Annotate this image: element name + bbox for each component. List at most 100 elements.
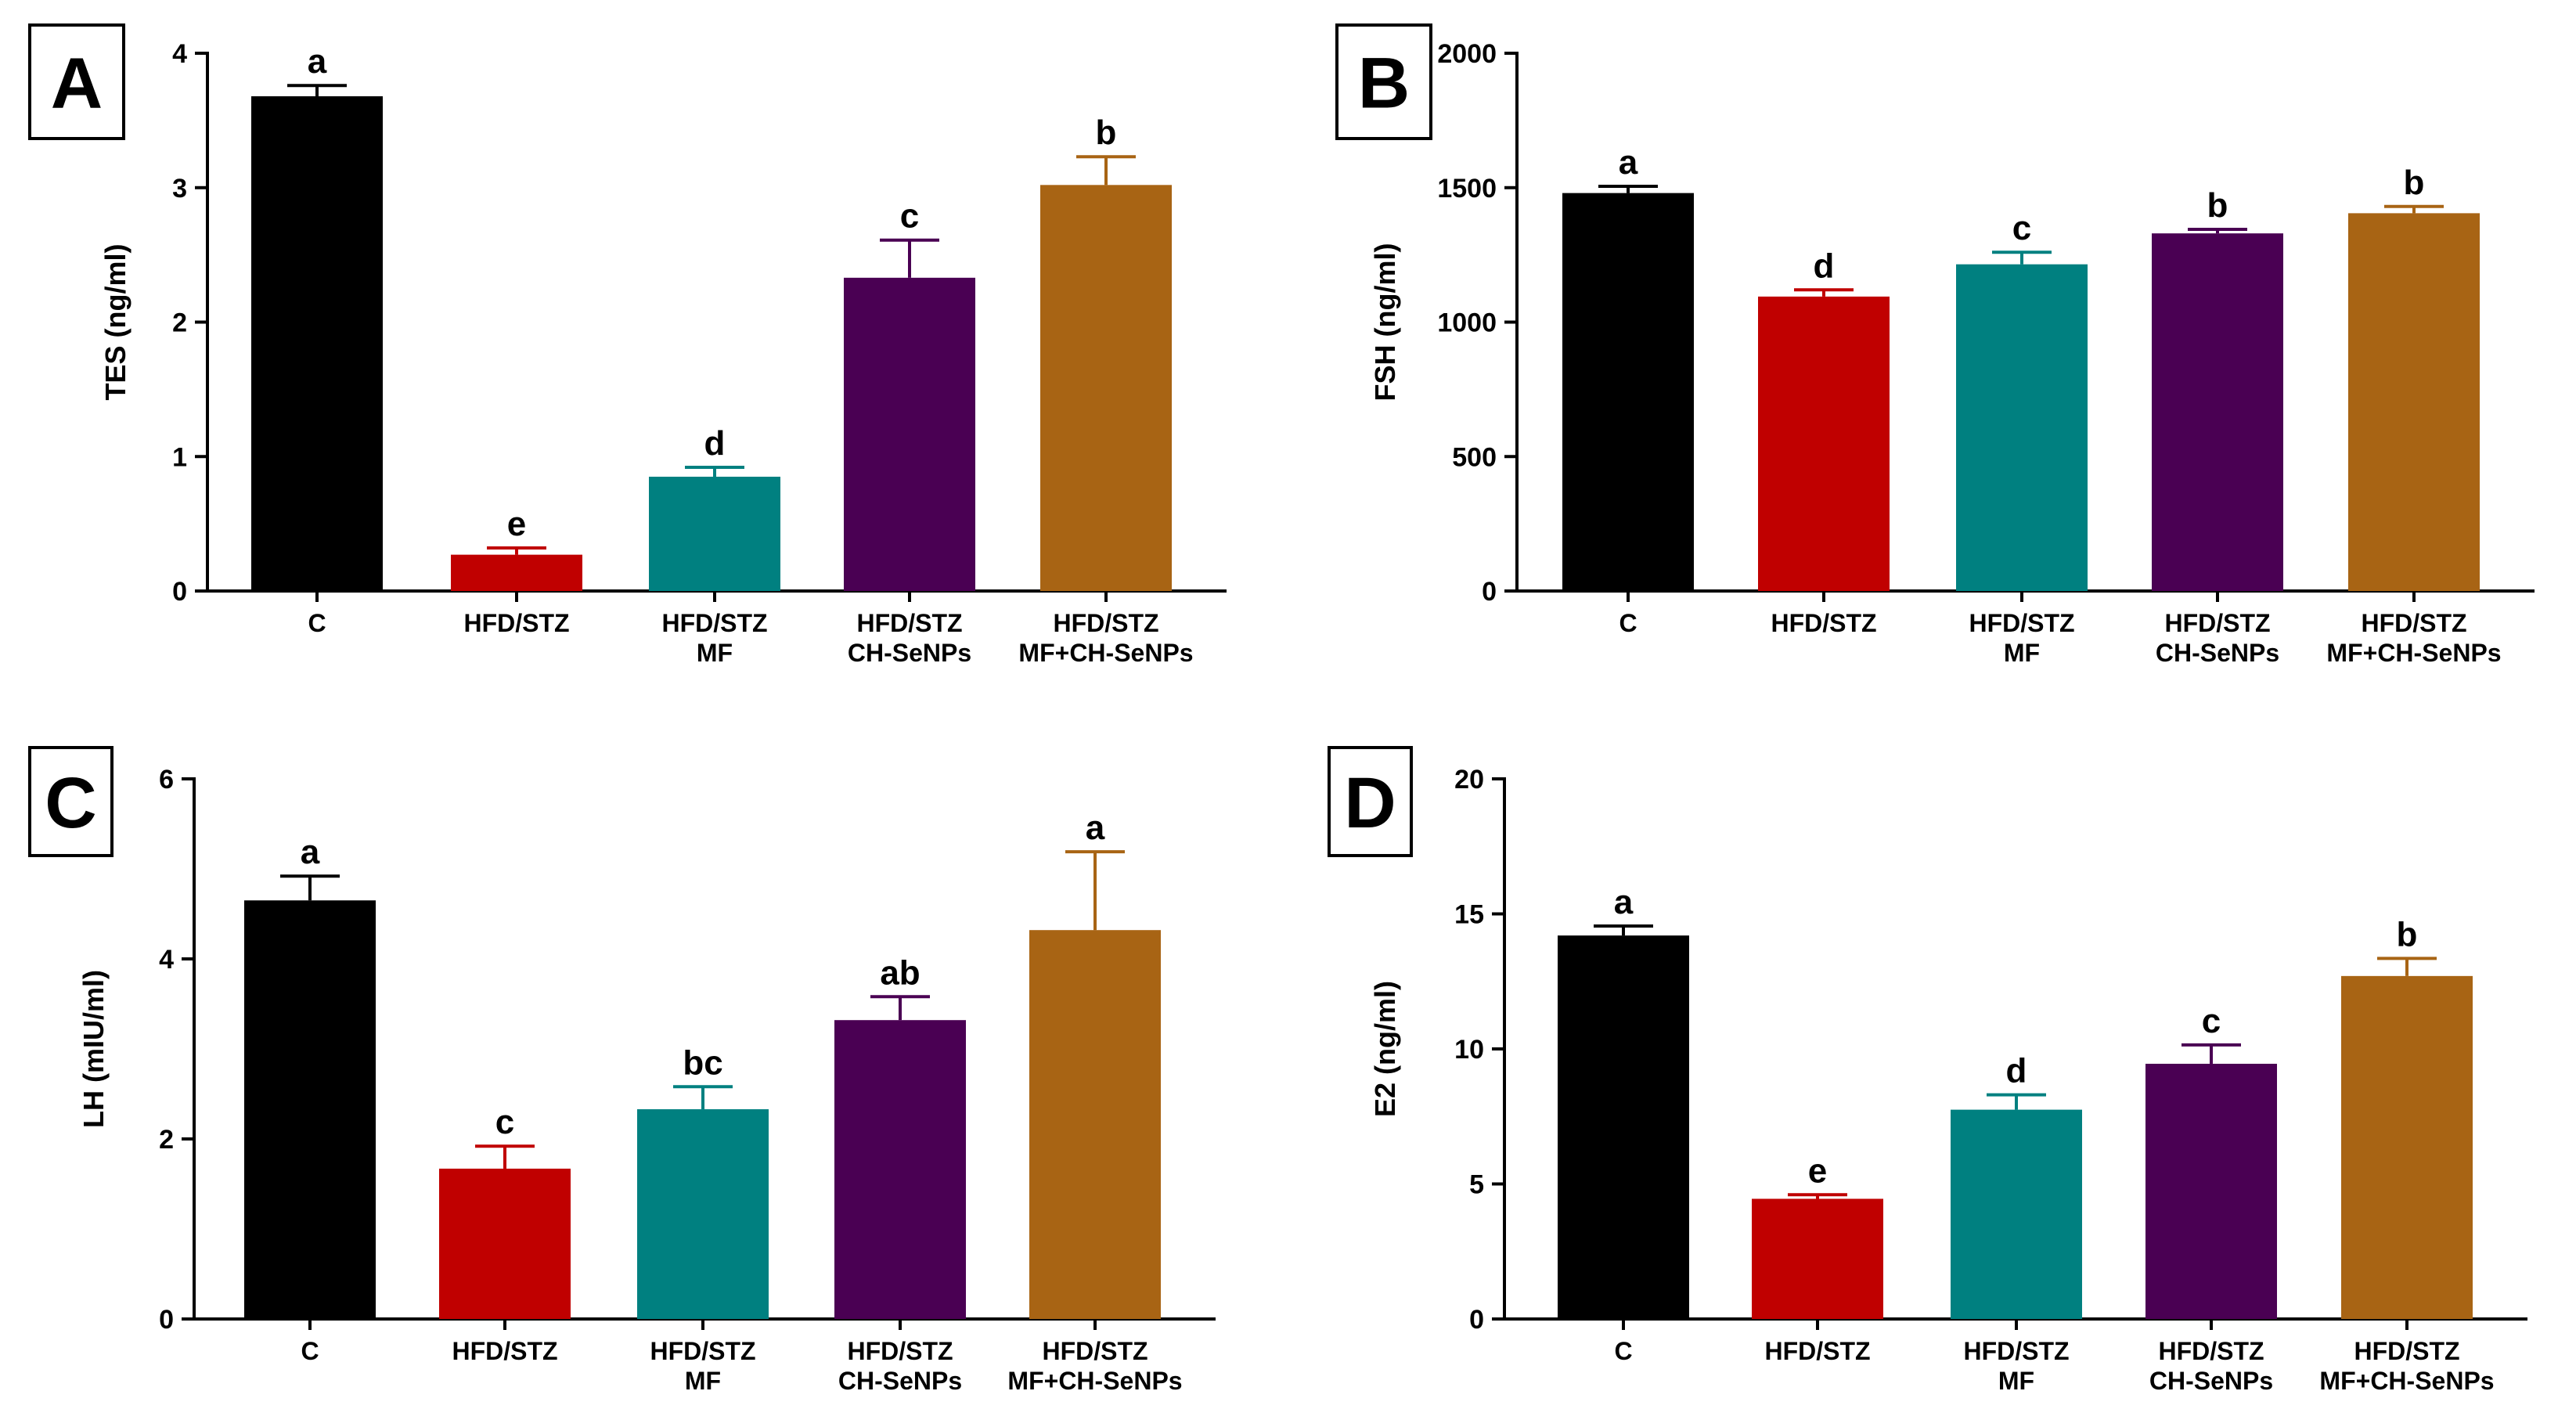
significance-label: c — [495, 1103, 514, 1141]
significance-label: c — [2202, 1002, 2221, 1040]
bar — [2152, 233, 2283, 591]
y-tick-label: 1 — [172, 442, 187, 472]
bar — [1752, 1198, 1883, 1319]
bar — [2348, 213, 2480, 591]
bar — [439, 1168, 571, 1319]
panel-letter: A — [51, 44, 103, 124]
panel-letter: B — [1358, 44, 1410, 124]
y-tick-label: 2 — [159, 1125, 174, 1155]
significance-label: c — [900, 197, 919, 236]
x-tick-label: C — [1614, 1337, 1632, 1365]
x-tick-label: HFD/STZ — [1053, 609, 1158, 637]
significance-label: d — [704, 424, 726, 463]
x-tick-label: C — [1619, 609, 1637, 637]
bar — [637, 1109, 769, 1319]
panel-letter: D — [1344, 763, 1396, 843]
x-tick-label: MF+CH-SeNPs — [1007, 1367, 1182, 1395]
x-tick-label: HFD/STZ — [661, 609, 767, 637]
bar — [251, 95, 383, 591]
significance-label: a — [308, 42, 327, 81]
x-tick-label: HFD/STZ — [452, 1337, 557, 1365]
panel-label-box — [1335, 23, 1432, 140]
significance-label: b — [2397, 915, 2418, 953]
x-tick-label: HFD/STZ — [1771, 609, 1876, 637]
y-tick-label: 15 — [1454, 900, 1484, 930]
x-tick-label: HFD/STZ — [650, 1337, 755, 1365]
y-axis-title: TES (ng/ml) — [99, 244, 132, 401]
x-tick-label: MF — [685, 1367, 721, 1395]
y-tick-label: 2000 — [1437, 39, 1497, 69]
y-tick-label: 3 — [172, 174, 187, 204]
y-axis-title: E2 (ng/ml) — [1369, 981, 1401, 1117]
significance-label: b — [2404, 164, 2425, 202]
y-tick-label: 1500 — [1437, 174, 1497, 204]
bar — [1558, 935, 1689, 1319]
x-tick-label: HFD/STZ — [463, 609, 569, 637]
x-tick-label: C — [308, 609, 326, 637]
y-tick-label: 2 — [172, 308, 187, 338]
y-tick-label: 1000 — [1437, 308, 1497, 338]
chart-panel-b: B 0 500 1000 1500 2000 FSH (ng/ml) a Cd HFD/STZ c H… — [1335, 23, 2535, 667]
bar — [2341, 975, 2473, 1319]
x-tick-label: MF — [2004, 639, 2040, 667]
bar — [451, 554, 582, 591]
bar — [1040, 185, 1172, 591]
significance-label: b — [2207, 186, 2228, 225]
significance-label: d — [2006, 1052, 2027, 1090]
y-tick-label: 10 — [1454, 1035, 1484, 1065]
bar — [1956, 264, 2088, 591]
bar — [1029, 930, 1161, 1319]
x-tick-label: MF — [1998, 1367, 2034, 1395]
y-tick-label: 4 — [159, 945, 174, 975]
bar — [1562, 193, 1694, 591]
y-tick-label: 500 — [1452, 442, 1497, 472]
y-tick-label: 6 — [159, 765, 174, 795]
bar — [244, 900, 376, 1319]
x-tick-label: MF+CH-SeNPs — [2319, 1367, 2494, 1395]
significance-label: e — [507, 505, 526, 543]
significance-label: a — [1086, 809, 1105, 847]
bar — [834, 1020, 966, 1319]
x-tick-label: HFD/STZ — [2361, 609, 2466, 637]
x-tick-label: HFD/STZ — [856, 609, 962, 637]
x-tick-label: HFD/STZ — [1042, 1337, 1147, 1365]
x-tick-label: MF — [697, 639, 733, 667]
panel-label-box — [1328, 746, 1413, 857]
panel-letter: C — [45, 763, 96, 843]
x-tick-label: HFD/STZ — [847, 1337, 953, 1365]
bar — [2145, 1063, 2277, 1319]
x-tick-label: C — [301, 1337, 319, 1365]
significance-label: b — [1096, 114, 1117, 152]
y-tick-label: 0 — [172, 577, 187, 607]
x-tick-label: MF+CH-SeNPs — [2326, 639, 2501, 667]
bar — [1758, 296, 1890, 591]
panel-label-box — [28, 746, 113, 857]
bar — [1951, 1109, 2082, 1319]
significance-label: d — [1814, 247, 1835, 285]
x-tick-label: HFD/STZ — [2354, 1337, 2459, 1365]
x-tick-label: MF+CH-SeNPs — [1018, 639, 1193, 667]
y-axis-title: FSH (ng/ml) — [1369, 243, 1401, 402]
x-tick-label: HFD/STZ — [1963, 1337, 2069, 1365]
x-tick-label: HFD/STZ — [1764, 1337, 1870, 1365]
panel-label-box — [28, 23, 125, 140]
significance-label: e — [1808, 1151, 1827, 1190]
significance-label: a — [301, 833, 320, 871]
y-axis-title: LH (mIU/ml) — [77, 970, 110, 1128]
y-tick-label: 20 — [1454, 765, 1484, 795]
y-tick-label: 4 — [172, 39, 187, 69]
y-tick-label: 0 — [159, 1305, 174, 1335]
x-tick-label: HFD/STZ — [2164, 609, 2270, 637]
bar — [649, 477, 780, 591]
x-tick-label: CH-SeNPs — [2156, 639, 2279, 667]
x-tick-label: CH-SeNPs — [838, 1367, 962, 1395]
significance-label: ab — [880, 953, 920, 992]
significance-label: a — [1619, 143, 1638, 182]
significance-label: c — [2012, 209, 2031, 247]
x-tick-label: CH-SeNPs — [848, 639, 971, 667]
x-tick-label: HFD/STZ — [2158, 1337, 2264, 1365]
